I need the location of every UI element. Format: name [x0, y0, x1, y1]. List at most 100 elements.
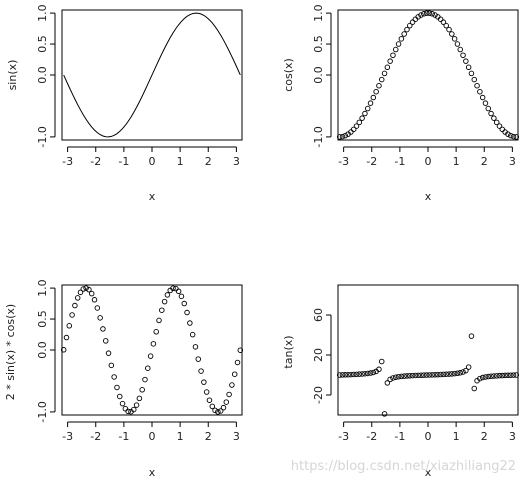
- data-point: [356, 371, 363, 377]
- data-point: [206, 397, 213, 403]
- data-point: [142, 376, 148, 383]
- cos-series: [336, 10, 520, 140]
- x-tick-label: -3: [62, 155, 73, 168]
- data-point: [234, 359, 241, 366]
- data-point: [471, 385, 478, 392]
- data-point: [178, 293, 185, 300]
- data-point: [237, 347, 244, 353]
- data-point: [88, 290, 95, 297]
- data-point: [449, 371, 455, 377]
- panel-2sincos: -3 -2 -1 0 1 2 3 -1.0 0.0 0.5 1.0 x 2 * sin(x) * …: [4, 279, 244, 479]
- data-point: [66, 323, 73, 329]
- data-point: [390, 52, 396, 59]
- x-tick-label: 3: [233, 155, 240, 168]
- data-point: [454, 41, 461, 47]
- data-point: [220, 404, 227, 411]
- data-point: [384, 64, 391, 71]
- data-point: [443, 22, 449, 29]
- data-point: [336, 372, 343, 378]
- tan-series: [336, 333, 520, 417]
- data-point: [198, 368, 204, 374]
- y-tick-label: 1.0: [312, 4, 325, 22]
- x-tick-label: 2: [205, 430, 212, 443]
- data-point: [449, 31, 455, 37]
- data-point: [111, 374, 117, 380]
- data-point: [80, 286, 87, 292]
- data-point: [401, 373, 407, 379]
- x-tick-label: -1: [118, 430, 129, 443]
- plot-frame: [61, 284, 243, 416]
- data-point: [499, 372, 506, 379]
- data-point: [485, 105, 492, 112]
- data-point: [457, 46, 463, 53]
- data-point: [94, 305, 101, 311]
- data-point: [119, 400, 126, 407]
- data-point: [482, 100, 489, 106]
- x-tick-label: -2: [366, 155, 377, 168]
- data-point: [69, 312, 75, 318]
- x-tick-label: -1: [394, 430, 405, 443]
- data-point: [195, 356, 202, 362]
- data-point: [108, 362, 115, 369]
- data-point: [342, 372, 349, 378]
- x-tick-label: 3: [233, 430, 240, 443]
- data-point: [390, 375, 396, 381]
- data-point: [463, 367, 469, 374]
- data-point: [429, 11, 435, 17]
- data-point: [499, 126, 506, 133]
- y-tick-label: 0.0: [312, 66, 325, 84]
- x-tick-label: 0: [149, 430, 156, 443]
- y-tick-label: 1.0: [36, 4, 49, 22]
- data-point: [97, 315, 103, 321]
- y-tick-label: -1.0: [36, 126, 49, 147]
- data-point: [381, 411, 388, 417]
- data-point: [451, 370, 458, 377]
- x-tick-label: -2: [90, 155, 101, 168]
- x-tick-label: 1: [177, 430, 184, 443]
- data-point: [407, 22, 413, 29]
- plot-frame: [61, 9, 243, 141]
- data-point: [150, 341, 157, 347]
- data-point: [339, 133, 346, 140]
- x-tick-label: 1: [177, 155, 184, 168]
- y-axis-label: 2 * sin(x) * cos(x): [4, 304, 17, 400]
- data-point: [488, 373, 494, 380]
- data-point: [505, 131, 511, 137]
- data-point: [496, 123, 503, 129]
- panel-tan: -3 -2 -1 0 1 2 3 -20 20 60 x tan(x): [282, 284, 520, 479]
- data-point: [398, 373, 405, 380]
- data-point: [362, 110, 368, 117]
- y-tick-label: 0.0: [36, 66, 49, 84]
- x-tick-label: 1: [453, 430, 460, 443]
- x-tick-label: 0: [425, 430, 432, 443]
- data-point: [74, 295, 81, 301]
- data-point: [350, 126, 357, 133]
- data-point: [159, 307, 165, 313]
- data-point: [479, 374, 486, 381]
- data-point: [423, 372, 430, 378]
- 2sincos-series: [60, 285, 244, 415]
- data-point: [387, 58, 393, 64]
- data-point: [86, 286, 92, 293]
- x-tick-label: 2: [481, 430, 488, 443]
- data-point: [493, 373, 500, 379]
- data-point: [356, 119, 363, 126]
- data-point: [181, 300, 187, 307]
- data-point: [161, 298, 168, 305]
- x-tick-label: 0: [425, 155, 432, 168]
- y-tick-label: -1.0: [36, 401, 49, 422]
- data-point: [156, 317, 162, 324]
- data-point: [460, 52, 466, 59]
- data-point: [145, 365, 151, 371]
- data-point: [409, 372, 416, 379]
- data-point: [404, 26, 410, 33]
- data-point: [510, 372, 517, 378]
- data-point: [395, 41, 402, 47]
- x-tick-label: 3: [509, 155, 516, 168]
- data-point: [477, 375, 483, 382]
- x-tick-label: -3: [62, 430, 73, 443]
- sin-line: [63, 12, 241, 138]
- y-tick-label: 0.0: [36, 341, 49, 359]
- data-point: [102, 338, 109, 344]
